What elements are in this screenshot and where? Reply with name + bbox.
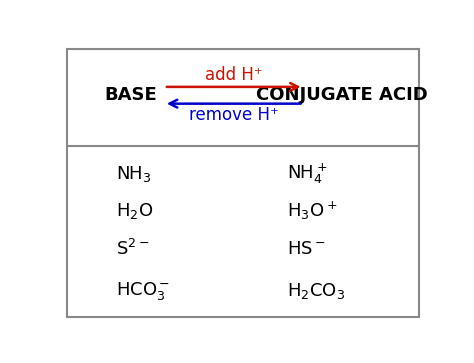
Text: BASE: BASE bbox=[104, 86, 157, 104]
Text: HS$^-$: HS$^-$ bbox=[287, 240, 326, 258]
Text: CONJUGATE ACID: CONJUGATE ACID bbox=[256, 86, 428, 104]
Text: HCO$_3^-$: HCO$_3^-$ bbox=[116, 280, 170, 302]
Text: H$_2$CO$_3$: H$_2$CO$_3$ bbox=[287, 281, 345, 301]
Text: NH$_3$: NH$_3$ bbox=[116, 164, 152, 184]
Text: H$_2$O: H$_2$O bbox=[116, 201, 154, 221]
Text: remove H⁺: remove H⁺ bbox=[189, 106, 279, 124]
Text: NH$_4^+$: NH$_4^+$ bbox=[287, 162, 327, 186]
Text: S$^{2-}$: S$^{2-}$ bbox=[116, 239, 149, 259]
Text: add H⁺: add H⁺ bbox=[205, 66, 263, 84]
Text: H$_3$O$^+$: H$_3$O$^+$ bbox=[287, 200, 337, 223]
